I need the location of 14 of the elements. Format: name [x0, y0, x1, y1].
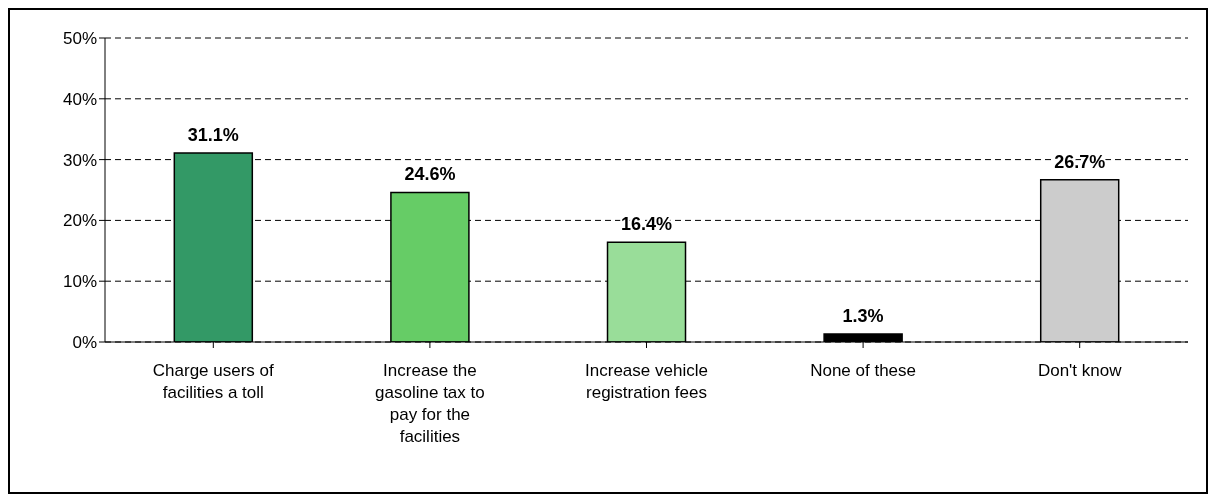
x-tick-label: Increase vehicle registration fees: [585, 361, 708, 402]
y-tick-label: 20%: [62, 211, 97, 231]
x-tick-label: Charge users of facilities a toll: [152, 361, 275, 402]
y-tick-label: 50%: [62, 29, 97, 49]
y-tick-label: 40%: [62, 89, 97, 109]
x-tick-label: Increase the gasoline tax to pay for the facilities: [375, 361, 485, 446]
y-tick-label: 10%: [62, 272, 97, 292]
x-tick-label: None of these: [810, 361, 917, 380]
x-tick-label: Don't know: [1037, 361, 1123, 380]
data-label: 1.3%: [842, 306, 884, 327]
data-label: 24.6%: [404, 164, 456, 185]
data-label: 31.1%: [187, 124, 239, 145]
y-tick-label: 0%: [72, 333, 97, 353]
y-tick-label: 30%: [62, 150, 97, 170]
